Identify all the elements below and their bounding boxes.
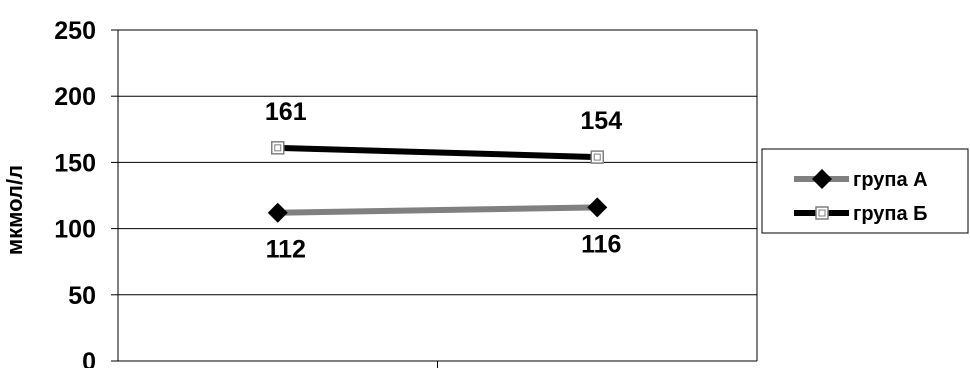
data-point-a-1 (267, 202, 288, 223)
y-tick-label-100: 100 (54, 216, 96, 244)
data-label-a-2: 116 (581, 230, 621, 258)
data-labels: 112 116 161 154 (265, 98, 622, 264)
legend: група А група Б (761, 148, 969, 234)
legend-marker-b-inner (818, 209, 826, 217)
legend-box (761, 148, 969, 234)
y-tick-label-250: 250 (54, 17, 96, 45)
series-line-a (277, 204, 598, 216)
series (267, 141, 608, 223)
legend-label-a: група А (853, 169, 928, 191)
y-tick-labels: 0 50 100 150 200 250 (54, 17, 96, 368)
y-tick-label-50: 50 (68, 282, 96, 310)
data-point-b-1-inner (274, 144, 282, 152)
axes (111, 29, 758, 368)
y-axis-title: мкмол/л (2, 165, 27, 255)
y-tick-label-0: 0 (82, 348, 96, 368)
data-point-b-2-inner (593, 153, 601, 161)
legend-label-b: група Б (853, 203, 928, 225)
data-label-a-1: 112 (266, 236, 306, 264)
data-point-a-2 (587, 197, 608, 218)
data-label-b-2: 154 (580, 107, 622, 135)
series-line-b (277, 144, 598, 161)
data-label-b-1: 161 (265, 98, 307, 126)
y-tick-label-200: 200 (54, 83, 96, 111)
legend-marker-a (812, 169, 832, 189)
gridlines (118, 29, 757, 296)
y-tick-label-150: 150 (54, 149, 96, 177)
